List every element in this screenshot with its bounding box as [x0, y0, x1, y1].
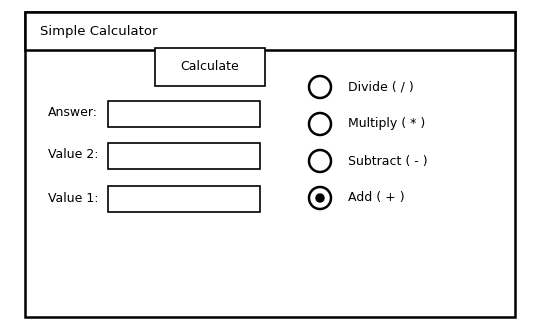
Circle shape [316, 194, 324, 202]
Circle shape [309, 187, 331, 209]
Circle shape [309, 113, 331, 135]
Circle shape [309, 150, 331, 172]
Text: Add ( + ): Add ( + ) [348, 191, 405, 205]
Circle shape [309, 76, 331, 98]
Bar [25, 12, 515, 50]
Text: Value 1:: Value 1: [48, 191, 98, 205]
Text: Answer:: Answer: [48, 107, 98, 119]
Text: Value 2:: Value 2: [48, 148, 98, 161]
Bar [155, 48, 265, 86]
Text: Simple Calculator: Simple Calculator [40, 24, 158, 38]
Text: Calculate: Calculate [181, 60, 239, 74]
Bar [108, 186, 260, 212]
Text: Subtract ( - ): Subtract ( - ) [348, 154, 428, 168]
Text: Multiply ( * ): Multiply ( * ) [348, 117, 425, 130]
Bar [108, 101, 260, 127]
Bar [108, 143, 260, 169]
Text: Divide ( / ): Divide ( / ) [348, 81, 414, 93]
